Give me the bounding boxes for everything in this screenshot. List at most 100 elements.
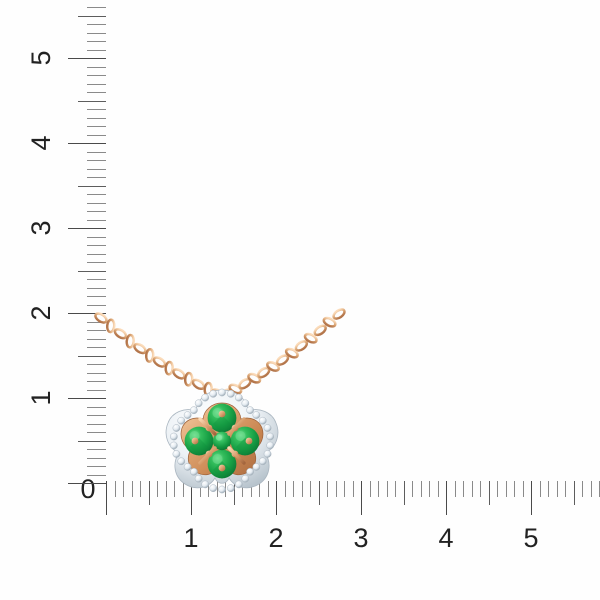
halo-diamond bbox=[172, 424, 181, 432]
chain-link bbox=[275, 354, 290, 366]
ruler-tick-v bbox=[68, 398, 106, 399]
ruler-tick-h bbox=[514, 481, 515, 497]
ruler-tick-h bbox=[395, 481, 396, 497]
ruler-tick-v bbox=[87, 347, 106, 348]
chain-link bbox=[303, 332, 318, 344]
halo-diamond bbox=[246, 467, 254, 476]
pendant-bail bbox=[215, 389, 229, 407]
ruler-tick-h bbox=[531, 481, 532, 515]
ruler-tick-v bbox=[87, 321, 106, 323]
ruler-tick-h bbox=[505, 481, 507, 497]
ruler-label-h-4: 4 bbox=[438, 523, 454, 553]
halo-diamond bbox=[177, 416, 186, 425]
ruler-tick-v bbox=[78, 270, 106, 272]
ruler-tick-h bbox=[157, 481, 158, 497]
chain-link bbox=[105, 318, 116, 334]
setting-prong bbox=[191, 437, 199, 445]
ruler-tick-h bbox=[165, 481, 167, 497]
ruler-tick-h bbox=[497, 481, 498, 497]
ruler-tick-h bbox=[488, 481, 490, 505]
ruler-tick-v bbox=[87, 449, 106, 450]
chain-link bbox=[164, 360, 175, 376]
ruler-tick-h bbox=[429, 481, 430, 497]
emerald-center bbox=[212, 431, 232, 451]
chain-link bbox=[211, 388, 225, 400]
ruler-tick-v bbox=[87, 287, 106, 289]
chain-link bbox=[266, 361, 281, 372]
halo-diamond bbox=[201, 393, 210, 402]
ruler-tick-v bbox=[68, 58, 106, 59]
chain-link bbox=[332, 308, 346, 320]
clover-pendant bbox=[165, 388, 279, 494]
ruler-tick-h bbox=[412, 481, 413, 497]
chain-link bbox=[191, 378, 206, 391]
halo-diamond bbox=[234, 393, 243, 402]
pave-halo-frame bbox=[165, 389, 279, 489]
ruler-tick-h bbox=[437, 481, 439, 497]
chain-link bbox=[125, 333, 136, 349]
ruler-tick-h bbox=[310, 481, 311, 497]
emerald-petal-bottom bbox=[207, 449, 237, 479]
ruler-label-h-1: 1 bbox=[183, 523, 199, 553]
ruler-tick-h bbox=[386, 481, 388, 497]
ruler-tick-v bbox=[87, 194, 106, 195]
ruler-tick-v bbox=[87, 177, 106, 178]
setting-prong bbox=[231, 450, 239, 458]
ruler-tick-h bbox=[361, 481, 362, 515]
ruler-tick-h bbox=[284, 481, 286, 497]
ruler-tick-h bbox=[369, 481, 371, 497]
chain-link bbox=[256, 366, 271, 379]
ruler-tick-v bbox=[87, 219, 106, 221]
halo-diamond bbox=[252, 463, 261, 471]
ruler-tick-v bbox=[68, 313, 106, 314]
prong-bar bbox=[198, 417, 217, 436]
ruler-tick-v bbox=[87, 160, 106, 161]
halo-diamond bbox=[169, 432, 178, 441]
halo-diamond bbox=[190, 406, 198, 415]
ruler-tick-h bbox=[480, 481, 481, 497]
halo-diamond bbox=[172, 450, 181, 458]
chain-link bbox=[152, 356, 167, 368]
ruler-tick-v bbox=[87, 151, 106, 153]
ruler-tick-v bbox=[68, 228, 106, 229]
ruler-tick-h bbox=[267, 481, 269, 497]
gold-setting bbox=[180, 402, 264, 476]
ruler-tick-h bbox=[191, 481, 192, 515]
ruler-tick-v bbox=[78, 185, 106, 187]
ruler-tick-h bbox=[216, 481, 218, 497]
ruler-tick-v bbox=[87, 117, 106, 119]
ruler-tick-v bbox=[87, 432, 106, 433]
halo-diamond bbox=[241, 399, 250, 408]
ruler-tick-h bbox=[327, 481, 328, 497]
ruler-tick-h bbox=[335, 481, 337, 497]
necklace-chain bbox=[94, 308, 346, 400]
emerald-petal-right bbox=[230, 426, 260, 456]
ruler-tick-v bbox=[87, 134, 106, 136]
ruler-tick-h bbox=[446, 481, 447, 515]
chain-link bbox=[113, 327, 128, 340]
ruler-tick-v bbox=[87, 279, 106, 280]
ruler-tick-v bbox=[87, 236, 106, 238]
ruler-tick-v bbox=[87, 211, 106, 212]
halo-diamond bbox=[252, 411, 261, 419]
ruler-tick-h bbox=[106, 481, 107, 515]
ruler-tick-h bbox=[378, 481, 379, 497]
ruler-tick-v bbox=[87, 304, 106, 306]
chain-link bbox=[238, 377, 252, 390]
ruler-tick-v bbox=[87, 126, 106, 127]
halo-diamond bbox=[183, 463, 192, 471]
ruler-tick-v bbox=[87, 474, 106, 476]
halo-diamond-row bbox=[169, 388, 275, 494]
ruler-tick-v bbox=[87, 415, 106, 416]
halo-diamond bbox=[258, 416, 267, 425]
ruler-tick-h bbox=[250, 481, 252, 497]
ruler-label-h-0: 0 bbox=[80, 474, 96, 504]
setting-prong bbox=[218, 410, 226, 418]
halo-diamond bbox=[246, 406, 254, 415]
chain-link bbox=[294, 340, 309, 352]
ruler-tick-v bbox=[68, 483, 106, 484]
ruler-tick-h bbox=[318, 481, 320, 505]
halo-diamond bbox=[226, 389, 235, 398]
ruler-tick-h bbox=[301, 481, 303, 497]
ruler-tick-h bbox=[463, 481, 464, 497]
